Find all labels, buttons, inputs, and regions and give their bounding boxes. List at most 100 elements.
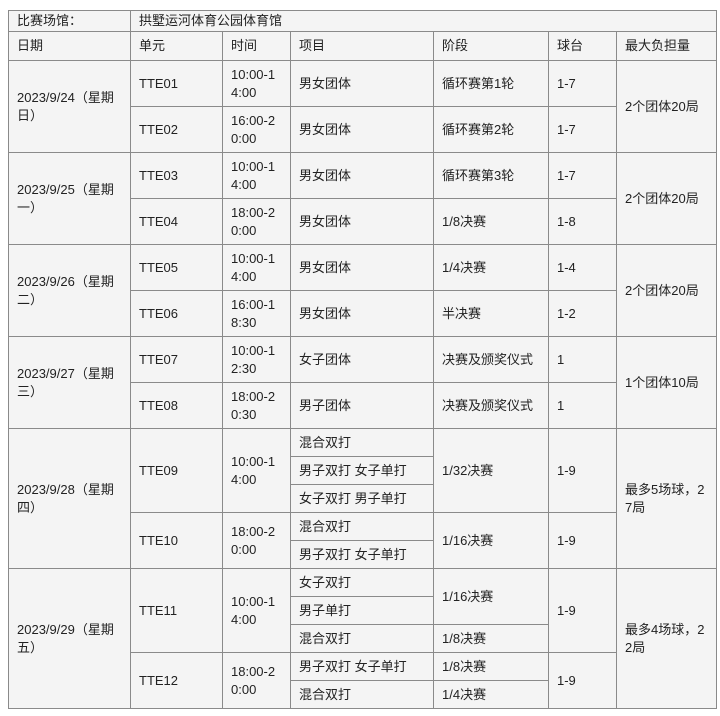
event-cell: 混合双打 <box>290 512 434 541</box>
header-stage: 阶段 <box>433 31 549 61</box>
table-number-cell: 1-7 <box>548 152 617 199</box>
stage-cell: 1/4决赛 <box>433 244 549 291</box>
venue-value: 拱墅运河体育公园体育馆 <box>129 10 718 32</box>
header-event: 项目 <box>290 31 434 61</box>
table-row: 女子双打 男子单打 <box>9 484 717 513</box>
table-row: 混合双打 1/4决赛 <box>9 680 717 709</box>
header-max-load: 最大负担量 <box>615 31 718 61</box>
schedule-table: 比赛场馆： 拱墅运河体育公园体育馆 日期 单元 时间 项目 阶段 球台 最大负担… <box>8 10 718 709</box>
time-cell: 10:00-14:00 <box>222 60 291 107</box>
event-cell: 男子双打 女子单打 <box>290 540 434 569</box>
table-row: TTE04 18:00-20:00 男女团体 1/8决赛 1-8 <box>9 198 717 245</box>
table-row: TTE08 18:00-20:30 男子团体 决赛及颁奖仪式 1 <box>9 382 717 429</box>
header-table: 球台 <box>548 31 617 61</box>
table-number-cell: 1-9 <box>548 512 617 569</box>
event-cell: 混合双打 <box>290 624 434 653</box>
table-number-cell: 1-8 <box>548 198 617 245</box>
event-cell: 男女团体 <box>290 152 434 199</box>
table-row: 2023/9/29（星期五） TTE11 10:00-14:00 女子双打 1/16决赛… <box>8 568 718 709</box>
event-cell: 女子双打 男子单打 <box>290 484 434 513</box>
date-cell: 2023/9/26（星期二） <box>8 244 131 337</box>
venue-row: 比赛场馆： 拱墅运河体育公园体育馆 <box>8 10 718 32</box>
table-number-cell: 1-7 <box>548 106 617 153</box>
time-cell: 18:00-20:30 <box>222 382 291 429</box>
max-load-cell: 最多4场球，22局 <box>615 568 718 709</box>
event-cell: 男子双打 女子单打 <box>290 456 434 485</box>
stage-cell: 1/16决赛 <box>433 568 549 625</box>
table-number-cell: 1 <box>548 382 617 429</box>
event-cell: 混合双打 <box>290 428 434 457</box>
table-row: 男子单打 <box>9 596 717 625</box>
max-load-cell: 1个团体10局 <box>615 336 718 429</box>
header-row: 日期 单元 时间 项目 阶段 球台 最大负担量 <box>8 31 718 61</box>
stage-cell: 循环赛第2轮 <box>433 106 549 153</box>
table-row: 2023/9/24（星期日） TTE01 10:00-14:00 男女团体 循环赛第1轮… <box>8 60 718 153</box>
table-row: TTE10 18:00-20:00 混合双打 1/16决赛 1-9 <box>9 512 717 569</box>
event-cell: 男子双打 女子单打 <box>290 652 434 681</box>
unit-cell: TTE01 <box>130 60 223 107</box>
event-cell: 女子团体 <box>290 336 434 383</box>
table-row: TTE06 16:00-18:30 男女团体 半决赛 1-2 <box>9 290 717 337</box>
stage-cell: 1/32决赛 <box>433 428 549 513</box>
table-row: 2023/9/27（星期三） TTE07 10:00-12:30 女子团体 决赛及颁奖仪… <box>8 336 718 429</box>
time-cell: 10:00-12:30 <box>222 336 291 383</box>
table-number-cell: 1-9 <box>548 428 617 513</box>
header-unit: 单元 <box>130 31 223 61</box>
event-cell: 男女团体 <box>290 290 434 337</box>
time-cell: 18:00-20:00 <box>222 652 291 709</box>
unit-cell: TTE03 <box>130 152 223 199</box>
stage-cell: 决赛及颁奖仪式 <box>433 336 549 383</box>
header-date: 日期 <box>8 31 131 61</box>
max-load-cell: 最多5场球，27局 <box>615 428 718 569</box>
date-cell: 2023/9/24（星期日） <box>8 60 131 153</box>
table-row: TTE02 16:00-20:00 男女团体 循环赛第2轮 1-7 <box>9 106 717 153</box>
event-cell: 男子单打 <box>290 596 434 625</box>
max-load-cell: 2个团体20局 <box>615 60 718 153</box>
stage-cell: 1/8决赛 <box>433 624 549 653</box>
event-cell: 女子双打 <box>290 568 434 597</box>
table-row: 2023/9/25（星期一） TTE03 10:00-14:00 男女团体 循环赛第3轮… <box>8 152 718 245</box>
unit-cell: TTE11 <box>130 568 223 653</box>
date-cell: 2023/9/27（星期三） <box>8 336 131 429</box>
stage-cell: 1/16决赛 <box>433 512 549 569</box>
table-row: 混合双打 1/8决赛 <box>9 624 717 653</box>
table-row: 男子双打 女子单打 <box>9 456 717 485</box>
max-load-cell: 2个团体20局 <box>615 152 718 245</box>
date-cell: 2023/9/28（星期四） <box>8 428 131 569</box>
time-cell: 10:00-14:00 <box>222 244 291 291</box>
unit-cell: TTE06 <box>130 290 223 337</box>
table-number-cell: 1-9 <box>548 652 617 709</box>
stage-cell: 循环赛第3轮 <box>433 152 549 199</box>
table-number-cell: 1-9 <box>548 568 617 653</box>
stage-cell: 半决赛 <box>433 290 549 337</box>
header-time: 时间 <box>222 31 291 61</box>
event-cell: 男女团体 <box>290 106 434 153</box>
stage-cell: 循环赛第1轮 <box>433 60 549 107</box>
unit-cell: TTE07 <box>130 336 223 383</box>
time-cell: 18:00-20:00 <box>222 512 291 569</box>
max-load-cell: 2个团体20局 <box>615 244 718 337</box>
table-number-cell: 1 <box>548 336 617 383</box>
date-cell: 2023/9/29（星期五） <box>8 568 131 709</box>
event-cell: 男女团体 <box>290 244 434 291</box>
table-row: 男子双打 女子单打 <box>9 540 717 569</box>
unit-cell: TTE10 <box>130 512 223 569</box>
unit-cell: TTE08 <box>130 382 223 429</box>
table-row: 2023/9/28（星期四） TTE09 10:00-14:00 混合双打 1/32决赛… <box>8 428 718 569</box>
stage-cell: 决赛及颁奖仪式 <box>433 382 549 429</box>
time-cell: 10:00-14:00 <box>222 152 291 199</box>
table-number-cell: 1-7 <box>548 60 617 107</box>
unit-cell: TTE05 <box>130 244 223 291</box>
venue-label: 比赛场馆： <box>8 10 131 32</box>
stage-cell: 1/4决赛 <box>433 680 549 709</box>
time-cell: 18:00-20:00 <box>222 198 291 245</box>
time-cell: 16:00-18:30 <box>222 290 291 337</box>
unit-cell: TTE04 <box>130 198 223 245</box>
event-cell: 男子团体 <box>290 382 434 429</box>
unit-cell: TTE09 <box>130 428 223 513</box>
table-number-cell: 1-2 <box>548 290 617 337</box>
time-cell: 10:00-14:00 <box>222 428 291 513</box>
stage-cell: 1/8决赛 <box>433 198 549 245</box>
event-cell: 男女团体 <box>290 60 434 107</box>
event-cell: 男女团体 <box>290 198 434 245</box>
